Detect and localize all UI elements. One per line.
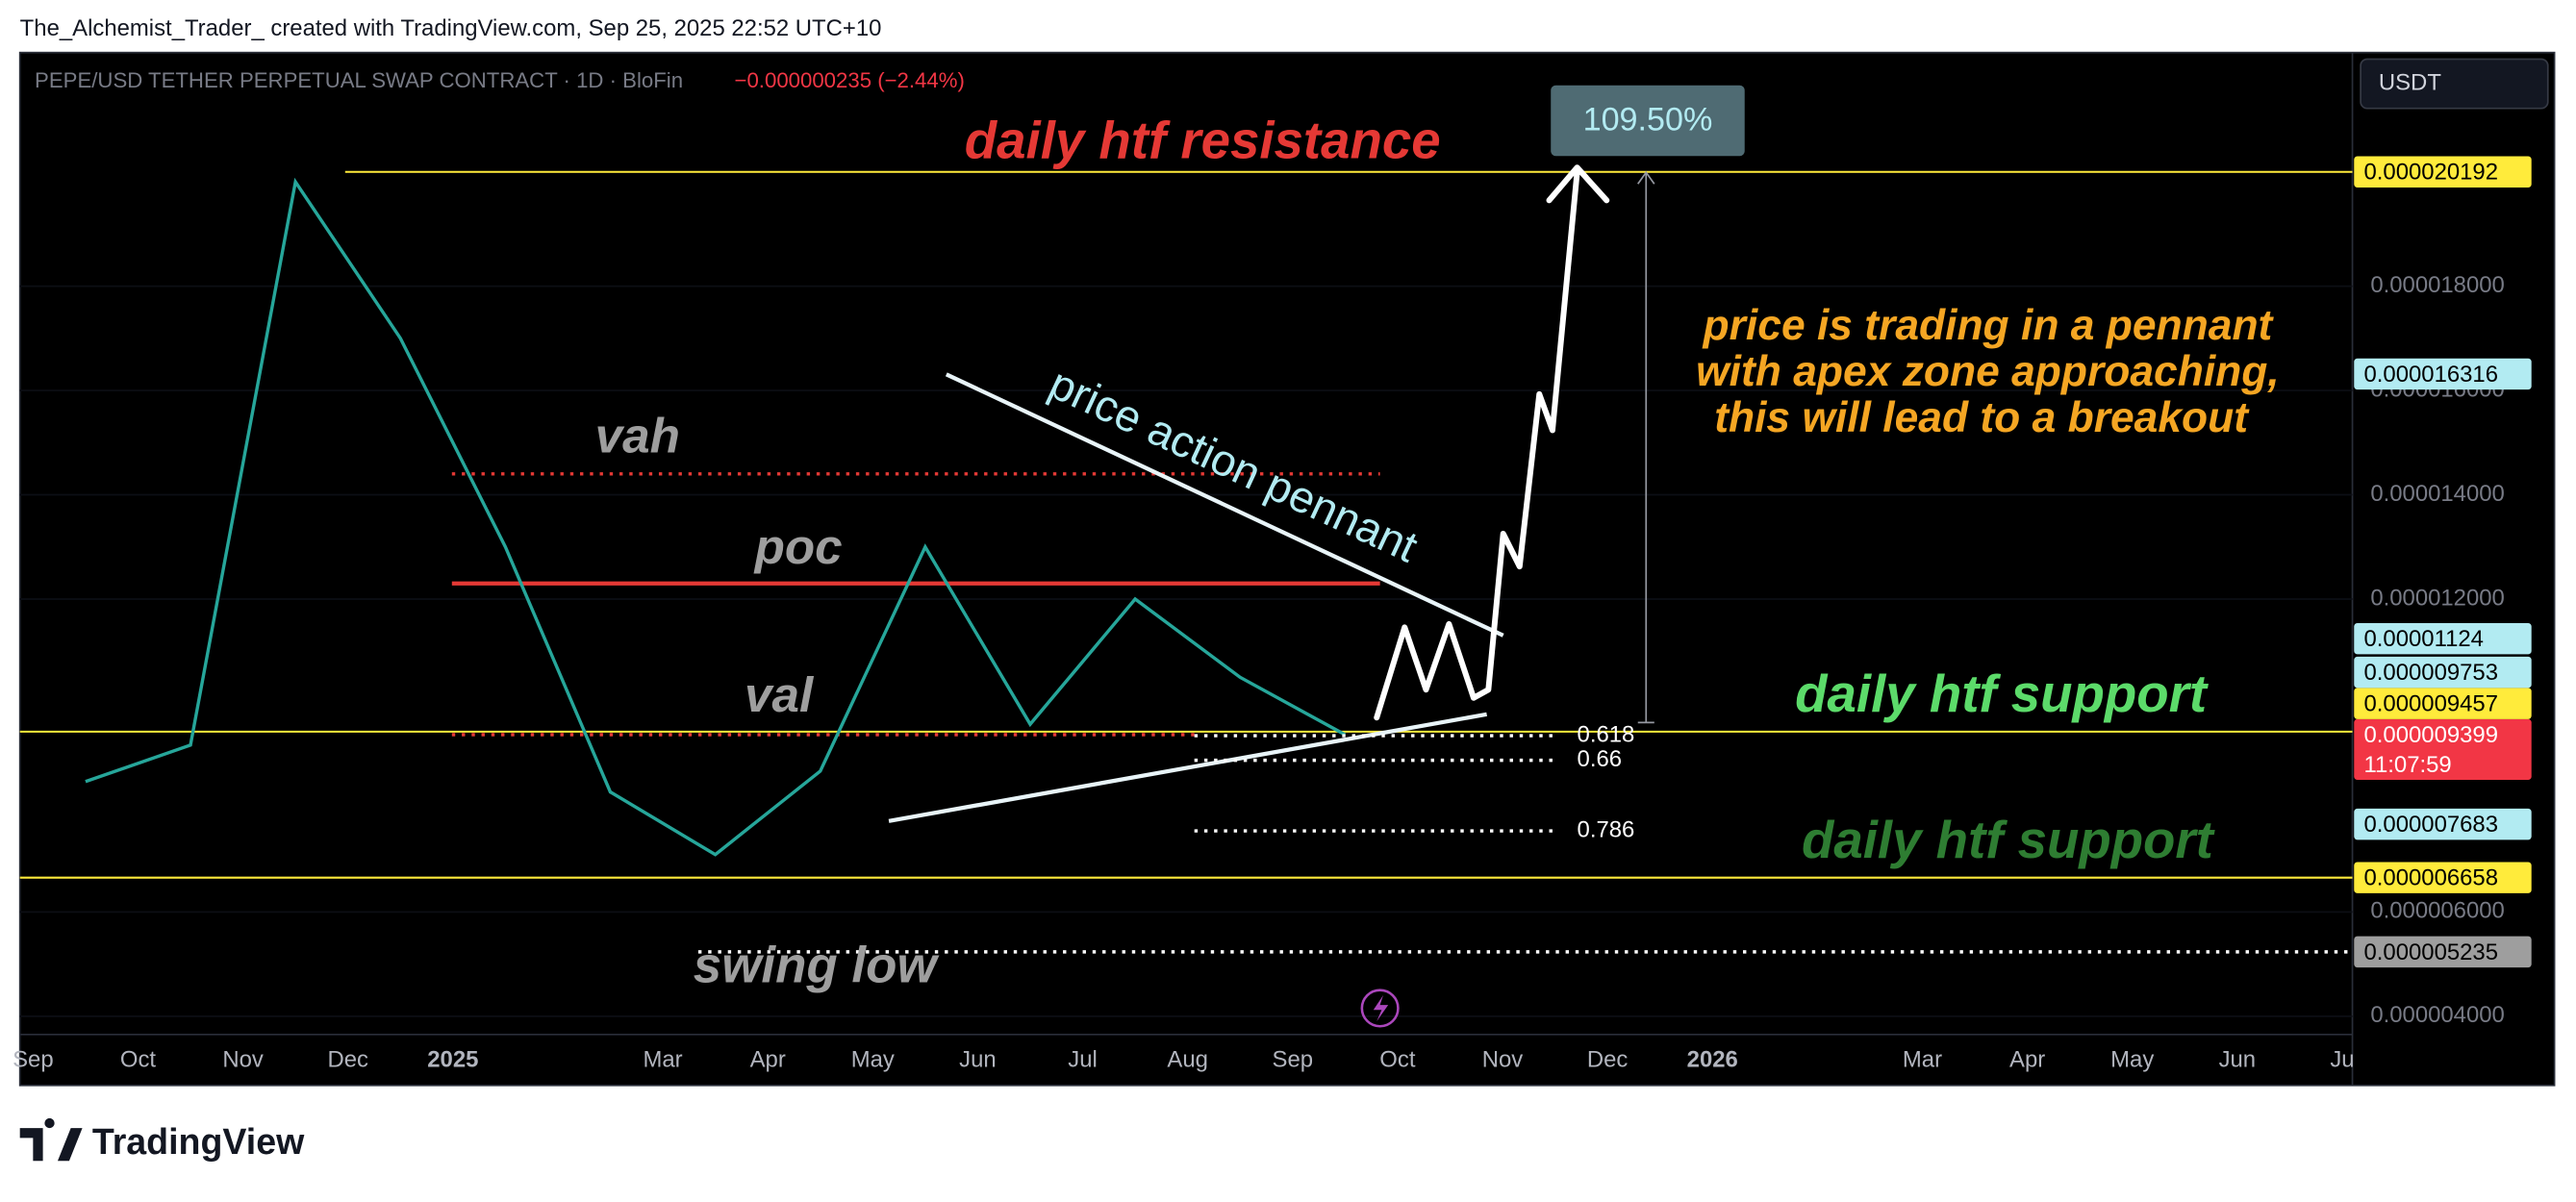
x-tick-label: May xyxy=(851,1046,895,1072)
price-label-box xyxy=(2354,688,2532,719)
y-tick-label: 0.000006000 xyxy=(2370,898,2505,924)
profile-label: val xyxy=(745,667,815,722)
price-label: 0.000006658 xyxy=(2364,865,2499,891)
x-tick-label: Oct xyxy=(1379,1046,1416,1072)
x-tick-label: Jun xyxy=(2219,1046,2257,1072)
x-tick-label: Jul xyxy=(1068,1046,1098,1072)
x-tick-label: Mar xyxy=(1903,1046,1942,1072)
projection-arrow xyxy=(1374,164,1610,721)
pennant-upper xyxy=(945,372,1504,638)
event-icon[interactable] xyxy=(1360,989,1400,1028)
annotation: daily htf support xyxy=(1795,664,2210,723)
x-tick-label: May xyxy=(2110,1046,2154,1072)
currency-button[interactable] xyxy=(2360,58,2549,110)
price-label: 0.000007683 xyxy=(2364,812,2499,838)
measure-arrowhead xyxy=(1637,170,1655,185)
price-label: 0.000009457 xyxy=(2364,691,2499,717)
x-tick-label: Oct xyxy=(120,1046,157,1072)
price-label: 0.00001124 xyxy=(2364,626,2484,652)
currency-label: USDT xyxy=(2379,69,2441,95)
y-tick-label: 0.000014000 xyxy=(2370,481,2505,507)
fib-label: 0.786 xyxy=(1578,816,1635,842)
x-tick-label: 2025 xyxy=(427,1046,478,1072)
plot xyxy=(19,170,2353,1017)
x-tick-label: Nov xyxy=(222,1046,264,1072)
logo-text: TradingView xyxy=(92,1121,305,1162)
profile-label: poc xyxy=(753,519,843,574)
x-tick-label: Jun xyxy=(959,1046,997,1072)
x-tick-label: Apr xyxy=(2009,1046,2045,1072)
price-label-box xyxy=(2354,718,2532,781)
price-change: −0.000000235 (−2.44%) xyxy=(735,68,965,92)
y-tick-label: 0.000018000 xyxy=(2370,272,2505,298)
footer-logo: TradingView xyxy=(19,1117,305,1162)
x-tick-label: Mar xyxy=(643,1046,682,1072)
x-tick-label: Dec xyxy=(1587,1046,1629,1072)
price-label: 0.000009399 xyxy=(2364,722,2499,748)
x-tick-label: Dec xyxy=(327,1046,368,1072)
target-label: 109.50% xyxy=(1583,101,1713,138)
y-tick-label: 0.000004000 xyxy=(2370,1002,2505,1028)
price-label: 0.000009753 xyxy=(2364,660,2499,686)
price-label: 0.000016316 xyxy=(2364,362,2499,388)
y-tick-label: 0.000012000 xyxy=(2370,585,2505,611)
x-tick-label: Aug xyxy=(1167,1046,1208,1072)
x-tick-label: Nov xyxy=(1482,1046,1524,1072)
x-tick-label: Sep xyxy=(13,1046,54,1072)
annotation: price is trading in a pennant xyxy=(1703,302,2275,349)
price-line xyxy=(85,177,1347,857)
price-axis: 0.000004000 0.000006000 0.000012000 0.00001… xyxy=(2354,156,2532,1028)
x-tick-label: 2026 xyxy=(1687,1046,1738,1072)
x-tick-label: Apr xyxy=(750,1046,786,1072)
x-tick-label: Ju xyxy=(2330,1046,2354,1072)
pennant-lower xyxy=(888,712,1488,823)
price-label-box xyxy=(2354,622,2532,655)
fib-label: 0.618 xyxy=(1578,721,1635,747)
annotation: daily htf support xyxy=(1802,811,2216,869)
symbol-title: PEPE/USD TETHER PERPETUAL SWAP CONTRACT … xyxy=(35,68,683,92)
countdown: 11:07:59 xyxy=(2364,752,2452,778)
price-label-box xyxy=(2354,656,2532,689)
header: The_Alchemist_Trader_ created with Tradi… xyxy=(20,15,882,41)
price-label-box xyxy=(2354,358,2532,390)
event-icon-bolt xyxy=(1373,994,1389,1022)
chart-panel xyxy=(18,51,2556,1087)
x-tick-label: Sep xyxy=(1273,1046,1314,1072)
fib-label: 0.66 xyxy=(1578,746,1623,772)
price-label: 0.000020192 xyxy=(2364,160,2499,186)
price-label-box xyxy=(2354,862,2532,893)
annotation: daily htf resistance xyxy=(965,112,1441,170)
price-label-box xyxy=(2354,936,2532,968)
target-box xyxy=(1551,85,1745,157)
price-label: 0.000005235 xyxy=(2364,939,2499,965)
annotation: swing low xyxy=(694,937,940,993)
price-label-box xyxy=(2354,808,2532,840)
annotation: with apex zone approaching, xyxy=(1696,348,2280,395)
profile-label: vah xyxy=(595,409,680,463)
fib-lines xyxy=(1194,734,1556,833)
price-label-box xyxy=(2354,156,2532,188)
annotation: this will lead to a breakout xyxy=(1714,394,2250,441)
logo-mark xyxy=(19,1117,83,1162)
